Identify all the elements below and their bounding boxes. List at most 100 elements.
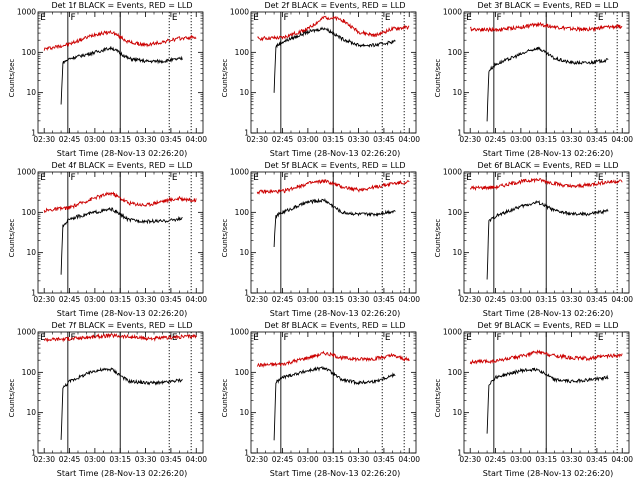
- x-tick-label: 03:15: [109, 135, 131, 144]
- y-tick-label: 10: [26, 248, 36, 257]
- x-tick-label: 03:45: [160, 135, 182, 144]
- interval-marker-label: E: [172, 333, 178, 343]
- y-tick-label: 1: [457, 449, 462, 458]
- interval-marker-label: E: [385, 333, 391, 343]
- x-tick-label: 03:00: [510, 455, 532, 464]
- y-axis-label: Counts/sec: [8, 58, 16, 98]
- interval-marker-label: F: [497, 173, 502, 183]
- events-rate-series-line: [273, 26, 396, 93]
- x-tick-label: 02:30: [246, 455, 268, 464]
- interval-marker-label: E: [598, 13, 604, 23]
- detector-chart-panel: 1 10 100 1000 02:30 02:45 03:00 03:15 03:30 03:45…: [213, 320, 426, 480]
- detector-chart-panel: 1 10 100 1000 02:30 02:45 03:00 03:15 03:30 03:45…: [213, 0, 426, 160]
- lld-rate-series-line: [469, 21, 623, 33]
- lld-rate-series-line: [43, 191, 197, 214]
- y-tick-label: 1000: [443, 328, 462, 337]
- x-tick-label: 03:15: [535, 135, 557, 144]
- chart-title: Det 4f BLACK = Events, RED = LLD: [51, 161, 193, 170]
- events-rate-series-line: [273, 366, 396, 441]
- x-tick-label: 03:30: [348, 455, 370, 464]
- x-axis-label: Start Time (28-Nov-13 02:26:20): [56, 149, 188, 158]
- x-tick-label: 03:00: [84, 135, 106, 144]
- interval-marker-label: F: [284, 173, 289, 183]
- x-tick-label: 03:30: [135, 295, 157, 304]
- y-axis-label: Counts/sec: [221, 218, 229, 258]
- y-tick-label: 1000: [230, 8, 249, 17]
- x-tick-label: 03:45: [160, 295, 182, 304]
- x-tick-label: 03:45: [373, 455, 395, 464]
- lld-rate-series-line: [44, 333, 197, 343]
- y-tick-label: 1000: [17, 328, 36, 337]
- y-tick-label: 1: [244, 449, 249, 458]
- interval-marker-label: E: [466, 173, 472, 183]
- x-axis-label: Start Time (28-Nov-13 02:26:20): [269, 309, 401, 318]
- x-tick-label: 03:00: [510, 295, 532, 304]
- y-tick-label: 10: [239, 248, 249, 257]
- lld-rate-series-line: [469, 349, 623, 365]
- x-tick-label: 02:30: [33, 295, 55, 304]
- x-tick-label: 02:30: [246, 295, 268, 304]
- interval-marker-label: F: [71, 13, 76, 23]
- interval-marker-label: E: [598, 173, 604, 183]
- lld-rate-series-line: [469, 177, 623, 191]
- x-tick-label: 03:30: [135, 135, 157, 144]
- chart-title: Det 8f BLACK = Events, RED = LLD: [264, 321, 406, 330]
- chart-canvas: 1 10 100 1000 02:30 02:45 03:00 03:15 03:30 03:45…: [443, 328, 633, 465]
- x-tick-label: 04:00: [398, 135, 420, 144]
- events-rate-series-line: [60, 367, 183, 440]
- x-tick-label: 02:45: [272, 135, 294, 144]
- x-tick-label: 02:45: [59, 295, 81, 304]
- x-axis-label: Start Time (28-Nov-13 02:26:20): [482, 469, 614, 478]
- y-tick-label: 100: [22, 48, 37, 57]
- y-tick-label: 100: [448, 368, 463, 377]
- x-tick-label: 02:45: [485, 295, 507, 304]
- detector-chart-panel: 1 10 100 1000 02:30 02:45 03:00 03:15 03:30 03:45…: [426, 160, 639, 320]
- x-tick-label: 02:45: [59, 135, 81, 144]
- interval-marker-label: E: [253, 13, 259, 23]
- interval-marker-label: F: [497, 13, 502, 23]
- x-tick-label: 03:00: [84, 455, 106, 464]
- interval-marker-label: E: [172, 173, 178, 183]
- y-tick-label: 10: [239, 88, 249, 97]
- y-tick-label: 10: [452, 88, 462, 97]
- detector-chart-panel: 1 10 100 1000 02:30 02:45 03:00 03:15 03:30 03:45…: [426, 0, 639, 160]
- y-axis-label: Counts/sec: [221, 378, 229, 418]
- x-tick-label: 02:30: [459, 135, 481, 144]
- x-tick-label: 04:00: [611, 455, 633, 464]
- chart-title: Det 1f BLACK = Events, RED = LLD: [51, 1, 193, 10]
- y-tick-label: 100: [235, 368, 250, 377]
- detector-chart-panel: 1 10 100 1000 02:30 02:45 03:00 03:15 03:30 03:45…: [0, 160, 213, 320]
- x-tick-label: 03:45: [373, 295, 395, 304]
- y-axis-label: Counts/sec: [8, 218, 16, 258]
- chart-canvas: 1 10 100 1000 02:30 02:45 03:00 03:15 03:30 03:45…: [17, 8, 207, 145]
- x-tick-label: 02:30: [33, 135, 55, 144]
- y-tick-label: 100: [22, 208, 37, 217]
- chart-title: Det 2f BLACK = Events, RED = LLD: [264, 1, 406, 10]
- x-tick-label: 04:00: [185, 455, 207, 464]
- interval-marker-label: E: [40, 333, 46, 343]
- x-tick-label: 03:30: [561, 295, 583, 304]
- interval-marker-label: E: [40, 173, 46, 183]
- x-tick-label: 03:30: [135, 455, 157, 464]
- interval-marker-label: F: [284, 13, 289, 23]
- interval-marker-label: F: [284, 333, 289, 343]
- x-tick-label: 03:15: [109, 295, 131, 304]
- lld-rate-series-line: [257, 15, 410, 42]
- y-tick-label: 100: [448, 48, 463, 57]
- x-tick-label: 03:00: [510, 135, 532, 144]
- y-tick-label: 100: [22, 368, 37, 377]
- x-tick-label: 03:45: [586, 455, 608, 464]
- x-axis-label: Start Time (28-Nov-13 02:26:20): [56, 469, 188, 478]
- x-tick-label: 02:45: [485, 455, 507, 464]
- x-axis-label: Start Time (28-Nov-13 02:26:20): [269, 149, 401, 158]
- y-tick-label: 1: [31, 289, 36, 298]
- y-axis-label: Counts/sec: [434, 58, 442, 98]
- x-tick-label: 03:00: [297, 295, 319, 304]
- y-tick-label: 1: [457, 129, 462, 138]
- y-axis-label: Counts/sec: [434, 378, 442, 418]
- y-tick-label: 1000: [17, 168, 36, 177]
- y-tick-label: 1: [244, 129, 249, 138]
- x-tick-label: 04:00: [611, 295, 633, 304]
- x-tick-label: 03:15: [109, 455, 131, 464]
